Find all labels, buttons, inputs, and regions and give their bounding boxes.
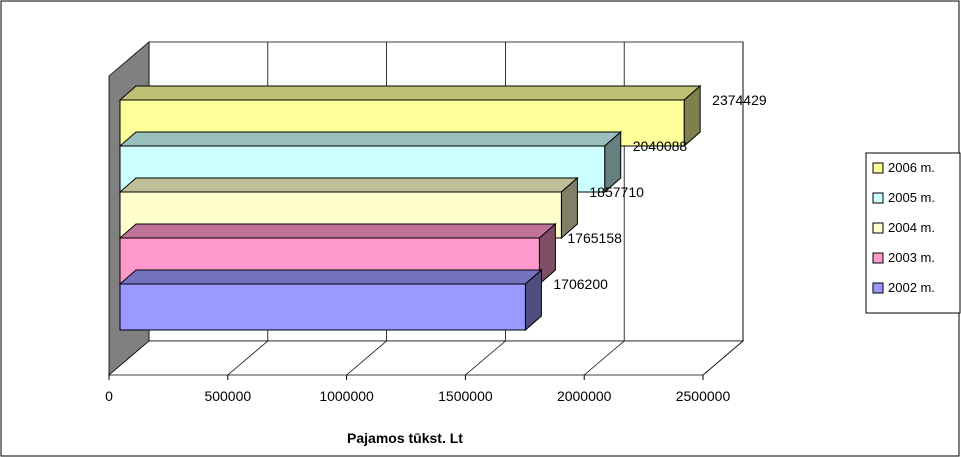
bar-top-face — [118, 85, 702, 101]
bar-top-face — [118, 177, 579, 193]
legend-label: 2004 m. — [888, 220, 935, 235]
legend-label: 2002 m. — [888, 280, 935, 295]
x-tick-label: 500000 — [204, 388, 251, 404]
x-axis-title: Pajamos tūkst. Lt — [347, 430, 463, 446]
legend-swatch — [872, 192, 884, 204]
x-tick-label: 1000000 — [319, 388, 374, 404]
data-label: 2374429 — [712, 92, 767, 108]
x-tick-label: 2000000 — [557, 388, 612, 404]
legend-swatch — [872, 222, 884, 234]
legend-swatch — [872, 252, 884, 264]
bar-2002-m — [118, 268, 543, 332]
chart-plot-area: 0 500000 1000000 1500000 2000000 2500000 23744… — [105, 41, 767, 404]
x-tick-label: 2500000 — [676, 388, 731, 404]
floor-gridline — [583, 340, 625, 376]
x-tick-label: 0 — [105, 388, 113, 404]
legend-label: 2005 m. — [888, 190, 935, 205]
data-label: 1857710 — [589, 184, 644, 200]
data-label: 2040088 — [633, 138, 688, 154]
data-label: 1706200 — [553, 276, 608, 292]
legend-label: 2003 m. — [888, 250, 935, 265]
legend-swatch — [872, 282, 884, 294]
floor-gridline — [227, 340, 269, 376]
floor-gridline — [465, 340, 506, 376]
x-tick-label: 1500000 — [438, 388, 493, 404]
legend-swatch — [872, 162, 884, 174]
bar-front-face — [119, 283, 526, 331]
legend: 2006 m. 2005 m. 2004 m. 2003 m. 2002 m. — [865, 152, 961, 314]
floor-gridline — [346, 340, 387, 376]
bar-top-face — [118, 269, 543, 285]
floor — [107, 340, 745, 376]
bar-top-face — [118, 223, 557, 239]
bar-top-face — [118, 131, 623, 147]
legend-label: 2006 m. — [888, 160, 935, 175]
data-label: 1765158 — [567, 230, 622, 246]
floor-gridline — [702, 340, 744, 376]
